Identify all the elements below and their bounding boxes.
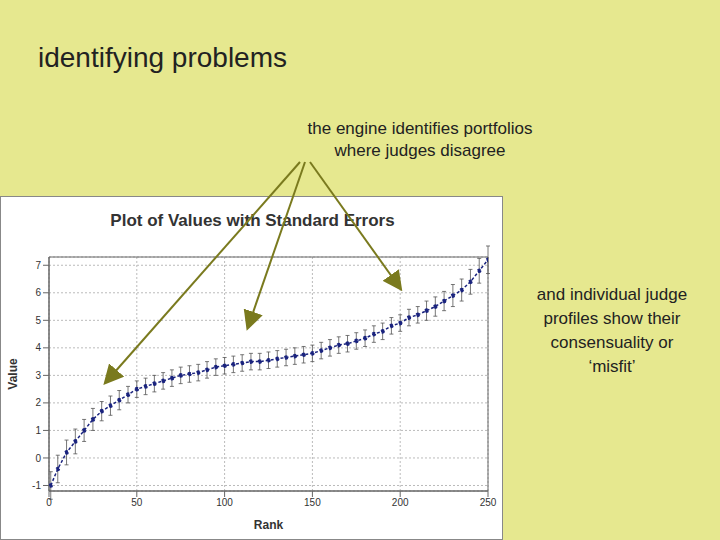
svg-text:100: 100	[216, 497, 233, 508]
svg-text:-1: -1	[32, 480, 41, 491]
html-text:the engine identifies portfoli: the engine identifies portfolios	[307, 119, 533, 138]
html-text:profiles show their: profiles show their	[543, 309, 681, 328]
svg-text:5: 5	[35, 315, 41, 326]
svg-text:250: 250	[480, 497, 497, 508]
svg-text:50: 50	[131, 497, 143, 508]
svg-text:0: 0	[35, 453, 41, 464]
svg-text:6: 6	[35, 287, 41, 298]
html-text:‘misfit’: ‘misfit’	[588, 357, 636, 376]
svg-text:0: 0	[46, 497, 52, 508]
svg-text:4: 4	[35, 342, 41, 353]
svg-text:7: 7	[35, 260, 41, 271]
svg-text:200: 200	[392, 497, 409, 508]
html-text:consensuality or: consensuality or	[550, 333, 674, 352]
svg-text:3: 3	[35, 370, 41, 381]
svg-text:150: 150	[304, 497, 321, 508]
html-text:and individual judge: and individual judge	[536, 285, 688, 304]
svg-text:Value: Value	[8, 358, 20, 390]
html-text:Plot of Values with Standard E: Plot of Values with Standard Errors	[110, 211, 395, 230]
svg-text:2: 2	[35, 397, 41, 408]
html-text:where judges disagree: where judges disagree	[334, 141, 506, 160]
html-text:identifying problems: identifying problems	[38, 42, 287, 73]
svg-text:1: 1	[35, 425, 41, 436]
svg-text:Rank: Rank	[254, 518, 284, 532]
